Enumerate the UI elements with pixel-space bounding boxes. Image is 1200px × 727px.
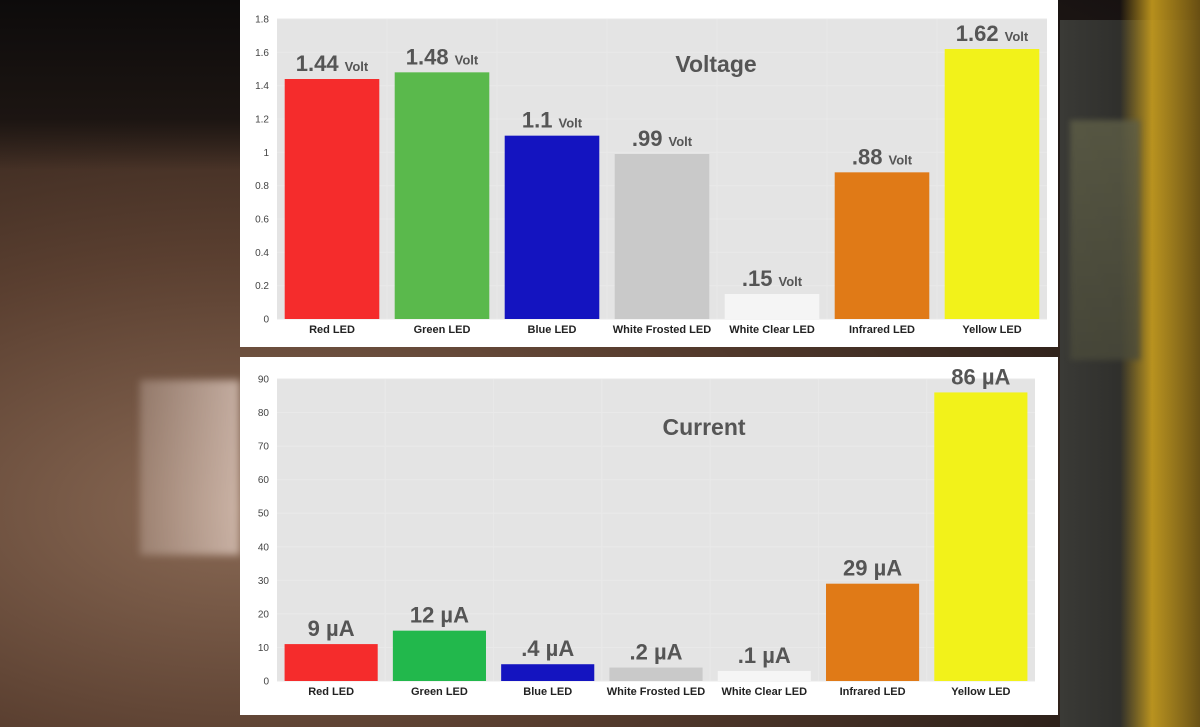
current-data-label: 12 µA <box>410 603 469 628</box>
current-category-label: Infrared LED <box>840 686 906 698</box>
voltage-data-label-value: 1.62 <box>956 21 999 46</box>
current-data-label: 29 µA <box>843 556 902 581</box>
voltage-data-label-value: 1.44 <box>296 51 340 76</box>
current-data-label-value: .4 µA <box>521 636 574 661</box>
voltage-title: Voltage <box>675 51 756 77</box>
current-data-label: .2 µA <box>629 640 682 665</box>
voltage-chart-panel: 0 0.2 0.4 0.6 0.8 1 1.2 1.4 1.6 1.8 Voltage Red LED… <box>240 0 1058 347</box>
current-category-label: Blue LED <box>523 686 572 698</box>
voltage-data-label-value: .15 <box>742 266 773 291</box>
voltage-y-tick-label: 0 <box>263 315 269 326</box>
voltage-bar-green-led <box>394 72 490 319</box>
voltage-category-label: Yellow LED <box>962 324 1021 336</box>
current-y-tick-label: 0 <box>263 677 269 688</box>
current-y-tick-label: 20 <box>258 609 270 620</box>
current-bar-yellow-led <box>934 392 1028 681</box>
current-category-label: Green LED <box>411 686 468 698</box>
current-category-label: White Clear LED <box>721 686 807 698</box>
voltage-data-label-unit: Volt <box>889 152 913 167</box>
current-y-tick-label: 10 <box>258 643 270 654</box>
current-title: Current <box>662 414 745 440</box>
current-chart-panel: 0 10 20 30 40 50 60 70 80 90 Current Red LED 9 µA Gre… <box>240 357 1058 715</box>
current-category-label: Yellow LED <box>951 686 1010 698</box>
current-bar-infrared-led <box>826 583 920 681</box>
voltage-category-label: Red LED <box>309 324 355 336</box>
voltage-data-label: 1.62 Volt <box>956 21 1029 46</box>
voltage-bar-white-frosted-led <box>614 154 710 319</box>
voltage-y-tick-label: 1.2 <box>255 115 269 126</box>
voltage-bar-yellow-led <box>944 49 1040 319</box>
voltage-bar-red-led <box>284 79 380 319</box>
voltage-data-label: .88 Volt <box>852 144 913 169</box>
voltage-data-label-value: 1.1 <box>522 108 553 133</box>
current-data-label: .4 µA <box>521 636 574 661</box>
voltage-y-tick-label: 0.8 <box>255 181 269 192</box>
voltage-data-label-value: .88 <box>852 144 883 169</box>
voltage-y-tick-label: 0.6 <box>255 215 269 226</box>
current-data-label-value: 12 µA <box>410 603 469 628</box>
voltage-y-tick-label: 1.8 <box>255 15 269 26</box>
voltage-chart: 0 0.2 0.4 0.6 0.8 1 1.2 1.4 1.6 1.8 Voltage Red LED… <box>255 15 1047 336</box>
voltage-data-label-value: 1.48 <box>406 44 449 69</box>
voltage-category-label: Green LED <box>414 324 471 336</box>
current-bar-green-led <box>392 630 486 681</box>
voltage-category-label: White Clear LED <box>729 324 815 336</box>
current-data-label-value: 29 µA <box>843 556 902 581</box>
current-y-tick-label: 60 <box>258 475 270 486</box>
voltage-data-label: 1.44 Volt <box>296 51 369 76</box>
background-paper <box>140 380 240 555</box>
current-data-label: 86 µA <box>951 364 1010 389</box>
current-bar-red-led <box>284 644 378 681</box>
voltage-data-label-unit: Volt <box>779 274 803 289</box>
current-category-label: Red LED <box>308 686 354 698</box>
voltage-bar-blue-led <box>504 135 600 319</box>
voltage-category-label: White Frosted LED <box>613 324 711 336</box>
current-bar-white-frosted-led <box>609 667 703 681</box>
voltage-data-label-unit: Volt <box>345 59 369 74</box>
voltage-data-label: 1.1 Volt <box>522 108 583 133</box>
background-multimeter-case <box>1120 0 1200 727</box>
current-category-label: White Frosted LED <box>607 686 705 698</box>
current-y-tick-label: 40 <box>258 542 270 553</box>
current-data-label-value: 9 µA <box>308 616 355 641</box>
voltage-data-label-unit: Volt <box>455 52 479 67</box>
current-y-tick-label: 80 <box>258 408 270 419</box>
voltage-y-tick-label: 1 <box>263 148 269 159</box>
voltage-data-label-unit: Volt <box>669 134 693 149</box>
current-data-label-value: 86 µA <box>951 364 1010 389</box>
voltage-data-label-value: .99 <box>632 126 663 151</box>
voltage-y-tick-label: 0.2 <box>255 281 269 292</box>
voltage-bar-infrared-led <box>834 172 930 319</box>
current-y-tick-label: 50 <box>258 509 270 520</box>
voltage-data-label: .15 Volt <box>742 266 803 291</box>
voltage-y-tick-label: 1.4 <box>255 81 269 92</box>
current-data-label-value: .2 µA <box>629 640 682 665</box>
current-y-tick-label: 70 <box>258 442 270 453</box>
voltage-bar-white-clear-led <box>724 294 820 319</box>
current-y-tick-label: 90 <box>258 375 270 386</box>
voltage-data-label-unit: Volt <box>1005 29 1029 44</box>
background-dark-area <box>0 0 240 170</box>
current-bar-white-clear-led <box>717 670 811 681</box>
voltage-data-label: .99 Volt <box>632 126 693 151</box>
voltage-category-label: Infrared LED <box>849 324 915 336</box>
current-plot-area <box>277 379 1035 681</box>
voltage-category-label: Blue LED <box>528 324 577 336</box>
background-multimeter-display <box>1070 120 1140 360</box>
current-bar-blue-led <box>501 664 595 681</box>
voltage-y-tick-label: 0.4 <box>255 248 269 259</box>
current-data-label-value: .1 µA <box>738 643 791 668</box>
voltage-y-tick-label: 1.6 <box>255 48 269 59</box>
current-chart: 0 10 20 30 40 50 60 70 80 90 Current Red LED 9 µA Gre… <box>258 364 1035 698</box>
current-y-tick-label: 30 <box>258 576 270 587</box>
current-data-label: 9 µA <box>308 616 355 641</box>
voltage-data-label-unit: Volt <box>559 116 583 131</box>
current-data-label: .1 µA <box>738 643 791 668</box>
voltage-data-label: 1.48 Volt <box>406 44 479 69</box>
